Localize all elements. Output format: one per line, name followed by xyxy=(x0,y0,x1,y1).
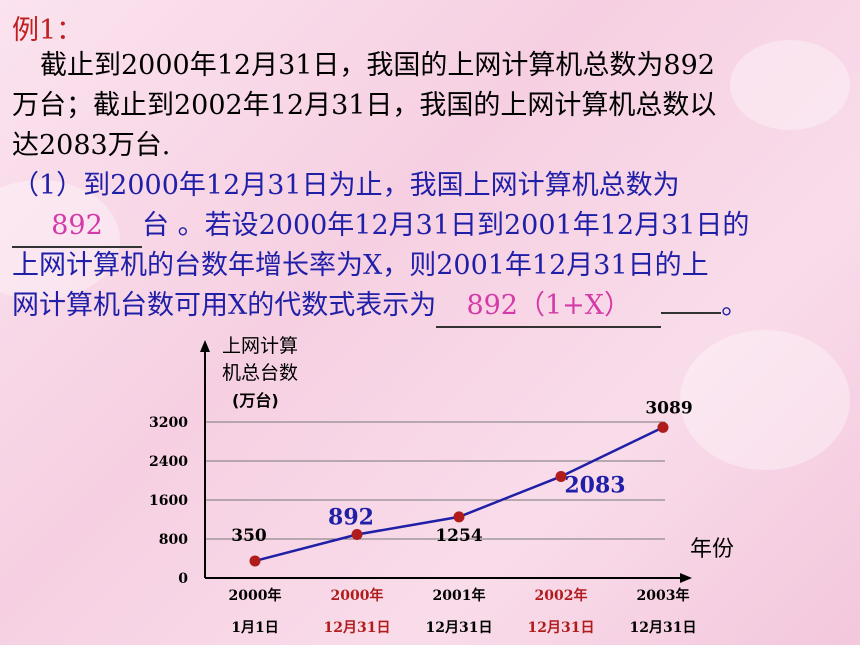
x-tick-date: 12月31日 xyxy=(324,620,391,636)
data-point xyxy=(555,470,567,482)
y-tick-label: 3200 xyxy=(149,415,188,431)
x-tick-year: 2000年 xyxy=(331,587,384,604)
x-axis-label: 年份 xyxy=(690,537,734,562)
x-tick-year: 2000年 xyxy=(229,587,282,604)
problem-line-1: 截止到2000年12月31日，我国的上网计算机总数为892 xyxy=(40,50,715,81)
question-line-3: 上网计算机的台数年增长率为X，则2001年12月31日的上 xyxy=(12,250,709,281)
answer-blank-2: 892（1+X） xyxy=(436,286,662,328)
answer-2: 892（1+X） xyxy=(466,290,632,321)
x-tick-year: 2001年 xyxy=(433,587,486,604)
answer-blank-2-tail xyxy=(661,312,722,314)
x-tick-date: 1月1日 xyxy=(231,620,278,636)
y-tick-label: 0 xyxy=(178,571,188,587)
x-tick-year: 2003年 xyxy=(637,587,690,604)
data-point xyxy=(351,529,363,541)
example-title: 例1： xyxy=(12,15,84,46)
answer-blank-1: 892 xyxy=(12,206,142,248)
y-axis-label-line: 上网计算 xyxy=(222,335,298,357)
question-line-1: （1）到2000年12月31日为止，我国上网计算机总数为 xyxy=(12,170,680,201)
question-line-4-end: 。 xyxy=(721,290,749,321)
data-point xyxy=(249,555,261,567)
data-label: 3089 xyxy=(645,398,692,418)
data-point xyxy=(453,511,465,523)
background-petal xyxy=(730,40,850,130)
question-line-2: 892 台 。若设2000年12月31日到2001年12月31日的 xyxy=(12,206,749,248)
y-axis-arrow xyxy=(200,340,210,352)
problem-line-2: 万台；截止到2002年12月31日，我国的上网计算机总数以 xyxy=(12,90,717,121)
y-axis-label-line: (万台) xyxy=(232,391,279,410)
x-tick-year: 2002年 xyxy=(535,587,588,604)
question-line-4-text: 网计算机台数可用X的代数式表示为 xyxy=(12,290,437,321)
data-label: 892 xyxy=(328,505,374,531)
data-label: 1254 xyxy=(435,526,482,546)
data-label: 2083 xyxy=(564,472,625,498)
y-tick-label: 1600 xyxy=(149,493,188,509)
x-tick-date: 12月31日 xyxy=(630,620,697,636)
question-line-4: 网计算机台数可用X的代数式表示为 892（1+X） 。 xyxy=(12,286,748,328)
answer-1: 892 xyxy=(51,210,103,241)
y-axis-label-line: 机总台数 xyxy=(222,362,298,384)
problem-line-3: 达2083万台. xyxy=(12,130,171,161)
question-line-2-text: 台 。若设2000年12月31日到2001年12月31日的 xyxy=(142,210,750,241)
y-tick-label: 2400 xyxy=(149,454,188,470)
y-tick-label: 800 xyxy=(159,532,188,548)
x-tick-date: 12月31日 xyxy=(528,620,595,636)
x-tick-date: 12月31日 xyxy=(426,620,493,636)
data-point xyxy=(657,421,669,433)
data-label: 350 xyxy=(231,526,267,546)
x-axis-arrow xyxy=(680,573,692,583)
